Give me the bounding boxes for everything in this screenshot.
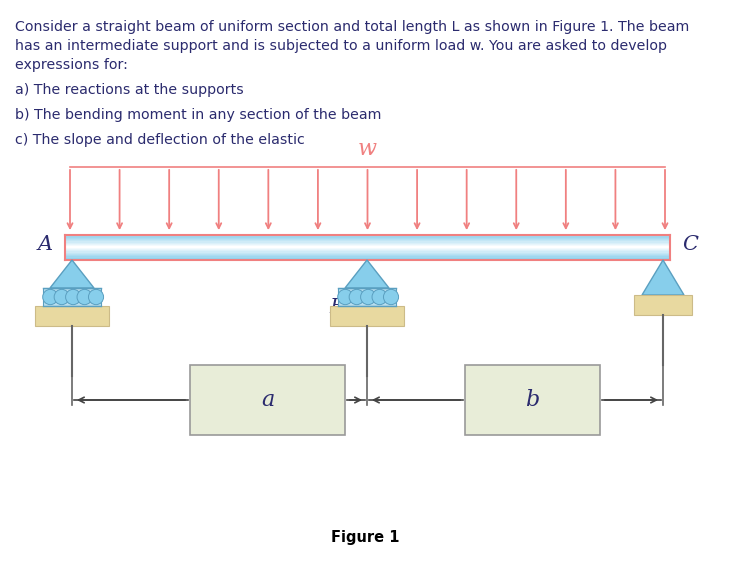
Ellipse shape <box>338 289 353 305</box>
Ellipse shape <box>88 289 104 305</box>
Text: B: B <box>330 298 345 317</box>
Text: b) The bending moment in any section of the beam: b) The bending moment in any section of … <box>15 108 381 122</box>
Bar <box>35 306 110 326</box>
Polygon shape <box>345 260 389 288</box>
Ellipse shape <box>383 289 399 305</box>
Text: Consider a straight beam of uniform section and total length L as shown in Figur: Consider a straight beam of uniform sect… <box>15 20 689 34</box>
Bar <box>65 242 670 243</box>
Text: c) The slope and deflection of the elastic: c) The slope and deflection of the elast… <box>15 133 304 147</box>
Text: expressions for:: expressions for: <box>15 58 128 72</box>
Bar <box>65 237 670 239</box>
Ellipse shape <box>372 289 387 305</box>
Ellipse shape <box>361 289 376 305</box>
Bar <box>65 245 670 246</box>
Bar <box>43 288 101 306</box>
Ellipse shape <box>66 289 81 305</box>
Bar <box>339 288 396 306</box>
Bar <box>65 235 670 236</box>
Bar <box>65 240 670 241</box>
Ellipse shape <box>43 289 58 305</box>
Text: Figure 1: Figure 1 <box>331 530 399 545</box>
Text: A: A <box>38 235 53 254</box>
Ellipse shape <box>54 289 69 305</box>
Bar <box>65 259 670 260</box>
Bar <box>330 306 404 326</box>
Bar <box>65 252 670 254</box>
Bar <box>65 236 670 237</box>
Bar <box>634 295 692 315</box>
Bar <box>65 247 670 249</box>
Ellipse shape <box>349 289 364 305</box>
Bar <box>65 239 670 240</box>
Bar <box>65 246 670 247</box>
Bar <box>65 251 670 252</box>
Bar <box>65 254 670 255</box>
Bar <box>65 250 670 251</box>
Bar <box>465 365 600 435</box>
Text: w: w <box>358 138 377 160</box>
Bar <box>65 255 670 256</box>
Text: C: C <box>682 235 698 254</box>
Bar <box>190 365 345 435</box>
Polygon shape <box>642 260 684 295</box>
Text: b: b <box>526 389 539 411</box>
Bar <box>65 244 670 245</box>
Bar <box>65 249 670 250</box>
Text: a) The reactions at the supports: a) The reactions at the supports <box>15 83 244 97</box>
Ellipse shape <box>77 289 92 305</box>
Text: a: a <box>261 389 274 411</box>
Text: has an intermediate support and is subjected to a uniform load w. You are asked : has an intermediate support and is subje… <box>15 39 667 53</box>
Bar <box>65 243 670 244</box>
Polygon shape <box>50 260 94 288</box>
Bar <box>65 256 670 258</box>
Bar <box>65 258 670 259</box>
